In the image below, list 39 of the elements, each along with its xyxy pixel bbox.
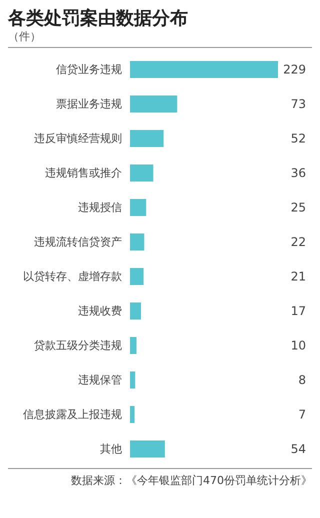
y-tick-label: 贷款五级分类违规 <box>34 339 122 352</box>
data-label: 7 <box>298 408 306 422</box>
y-tick-label: 违规收费 <box>78 304 122 318</box>
y-tick-label: 以贷转存、虚增存款 <box>23 270 122 284</box>
bar <box>130 337 136 354</box>
data-label: 17 <box>290 304 306 318</box>
data-label: 52 <box>290 132 306 146</box>
y-tick-label: 违规流转信贷资产 <box>34 236 122 249</box>
data-label: 22 <box>290 235 306 249</box>
y-tick-label: 违规保管 <box>78 374 122 387</box>
bar <box>130 440 165 458</box>
source-note: 数据来源：《今年银监部门470份罚单统计分析》 <box>70 473 312 488</box>
chart-title: 各类处罚案由数据分布 <box>8 8 189 30</box>
bar <box>130 130 164 147</box>
text: （件） <box>8 30 42 44</box>
y-tick-label: 信息披露及上报违规 <box>23 408 122 422</box>
bar <box>130 61 278 78</box>
data-label: 10 <box>290 338 306 352</box>
bar <box>130 96 178 112</box>
data-label: 229 <box>283 62 306 76</box>
bar <box>130 164 154 182</box>
data-label: 36 <box>290 166 306 180</box>
y-tick-label: 信贷业务违规 <box>56 63 122 76</box>
bar <box>130 302 141 320</box>
y-tick-label: 其他 <box>100 442 122 456</box>
data-label: 25 <box>290 200 306 214</box>
data-label: 21 <box>290 270 306 284</box>
y-tick-label: 违规授信 <box>78 201 122 214</box>
data-label: 8 <box>298 373 306 387</box>
bar <box>130 372 136 388</box>
y-tick-label: 违反审慎经营规则 <box>34 132 122 146</box>
bar <box>130 234 144 250</box>
data-label: 54 <box>290 442 306 456</box>
bar <box>130 406 135 423</box>
bar <box>130 199 146 216</box>
bar <box>130 268 144 285</box>
y-tick-label: 违规销售或推介 <box>45 166 122 180</box>
y-tick-label: 票据业务违规 <box>56 98 122 111</box>
data-label: 73 <box>290 97 306 111</box>
